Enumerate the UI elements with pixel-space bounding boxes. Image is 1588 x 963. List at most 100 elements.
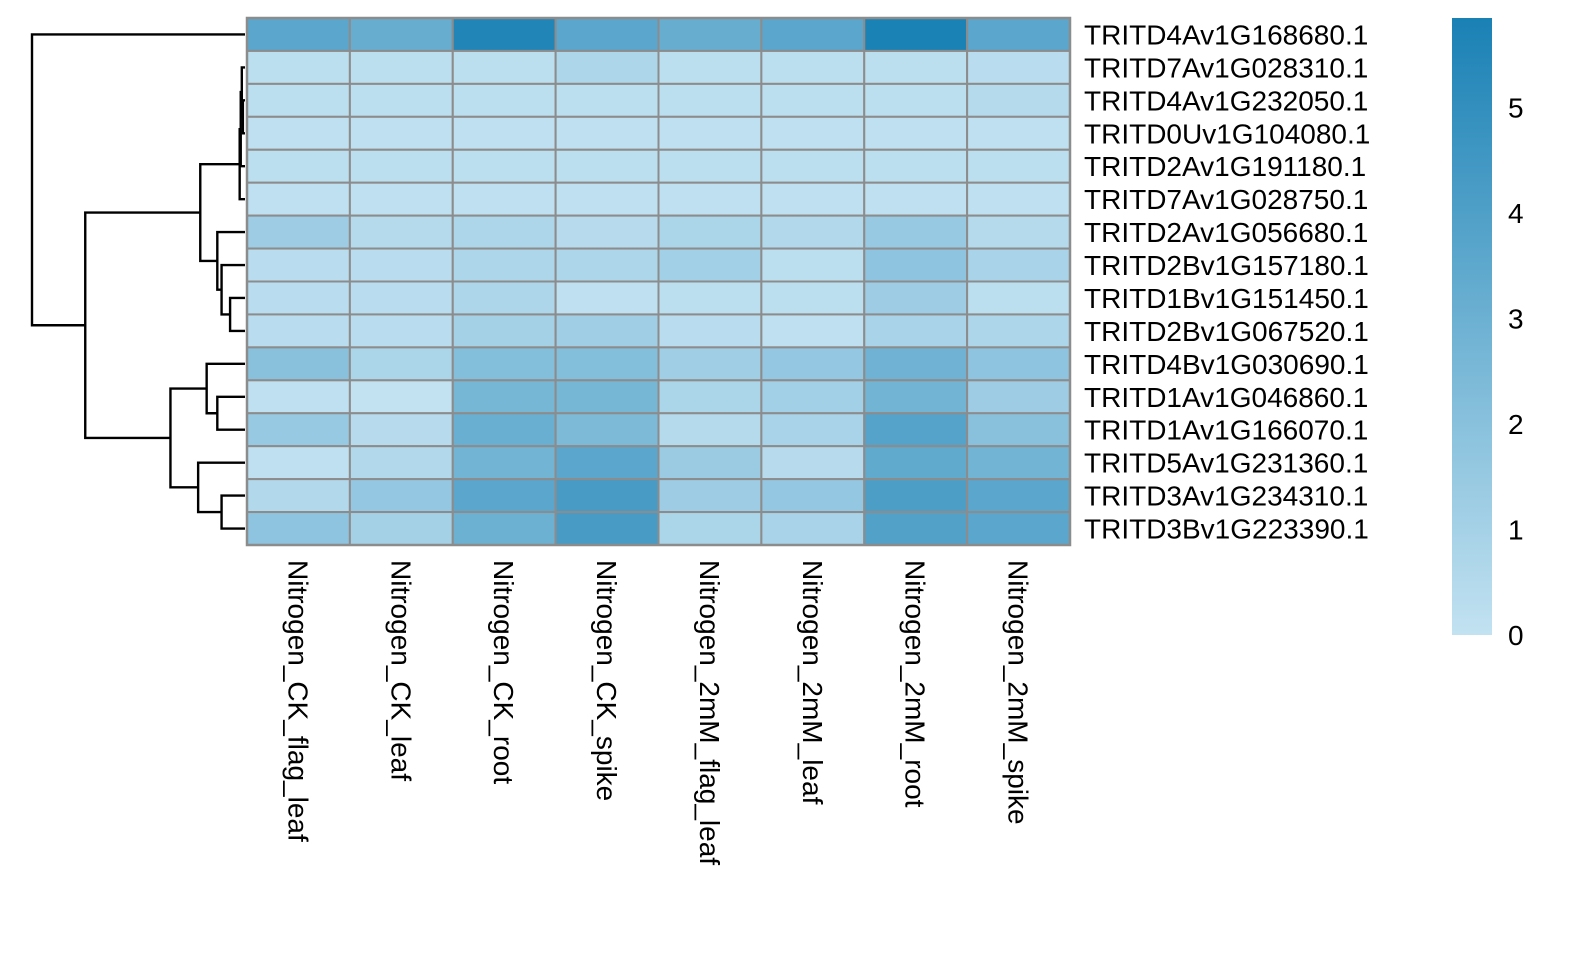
row-label: TRITD3Av1G234310.1	[1084, 481, 1368, 512]
dendrogram-branch	[220, 494, 245, 530]
heatmap-cell	[554, 247, 660, 283]
heatmap-cell	[657, 17, 763, 52]
heatmap-cell	[246, 49, 351, 85]
heatmap-cell	[348, 379, 454, 415]
heatmap-cell	[348, 247, 454, 283]
heatmap-cell	[657, 181, 763, 217]
column-label: Nitrogen_2mM_root	[900, 560, 931, 808]
heatmap-cell	[451, 445, 557, 481]
row-label: TRITD2Av1G056680.1	[1084, 217, 1368, 248]
heatmap-cell	[451, 17, 557, 52]
heatmap-cell	[760, 82, 866, 118]
dendrogram-branch	[241, 99, 245, 135]
row-labels: TRITD4Av1G168680.1TRITD7Av1G028310.1TRIT…	[1084, 19, 1370, 544]
heatmap-cell	[554, 115, 660, 151]
heatmap-cell	[348, 49, 454, 85]
heatmap-cell	[657, 280, 763, 316]
heatmap-cell	[246, 148, 351, 184]
dendrogram-branch	[30, 33, 245, 327]
heatmap-cell	[657, 115, 763, 151]
column-labels: Nitrogen_CK_flag_leaf Nitrogen_CK_leaf Nit…	[282, 560, 1033, 865]
heatmap-cell	[246, 346, 351, 382]
heatmap-cell	[760, 49, 866, 85]
heatmap-cell	[966, 82, 1071, 118]
heatmap-cell	[657, 412, 763, 448]
heatmap-cell	[760, 478, 866, 514]
heatmap-cell	[863, 412, 969, 448]
heatmap-cell	[863, 478, 969, 514]
heatmap-cell	[966, 445, 1071, 481]
heatmap-cell	[246, 412, 351, 448]
row-label: TRITD4Bv1G030690.1	[1084, 349, 1369, 380]
column-label: Nitrogen_2mM_flag_leaf	[694, 560, 725, 865]
heatmap-cell	[554, 379, 660, 415]
heatmap-cell	[554, 280, 660, 316]
heatmap-cell	[451, 346, 557, 382]
heatmap-cell	[246, 445, 351, 481]
heatmap-cell	[760, 379, 866, 415]
heatmap-cell	[760, 214, 866, 250]
heatmap-cell	[451, 280, 557, 316]
heatmap-cell	[348, 280, 454, 316]
heatmap-cell	[760, 346, 866, 382]
heatmap-cell	[451, 511, 557, 546]
heatmap-cell	[657, 49, 763, 85]
heatmap-cell	[657, 379, 763, 415]
heatmap-cell	[348, 82, 454, 118]
dendrogram-branch	[228, 296, 245, 333]
heatmap-cell	[554, 445, 660, 481]
heatmap-cell	[863, 511, 969, 546]
heatmap-cell	[554, 82, 660, 118]
row-label: TRITD2Bv1G067520.1	[1084, 316, 1369, 347]
heatmap-cell	[760, 148, 866, 184]
row-label: TRITD4Av1G168680.1	[1084, 19, 1368, 50]
heatmap-cell	[348, 346, 454, 382]
row-label: TRITD1Av1G166070.1	[1084, 415, 1368, 446]
heatmap-cell	[451, 82, 557, 118]
dendrogram-branch	[169, 387, 207, 489]
heatmap-cell	[966, 379, 1071, 415]
heatmap-cell	[760, 247, 866, 283]
heatmap-cell	[863, 115, 969, 151]
heatmap-cell	[760, 181, 866, 217]
heatmap-cell	[863, 379, 969, 415]
heatmap-cell	[657, 445, 763, 481]
heatmap-cell	[657, 247, 763, 283]
row-label: TRITD1Bv1G151450.1	[1084, 283, 1369, 314]
column-label: Nitrogen_2mM_spike	[1003, 560, 1034, 825]
row-label: TRITD7Av1G028750.1	[1084, 184, 1368, 215]
heatmap-cell	[451, 379, 557, 415]
colorbar-tick-label: 4	[1508, 198, 1524, 229]
row-label: TRITD0Uv1G104080.1	[1084, 118, 1370, 149]
heatmap-cell	[348, 412, 454, 448]
heatmap-cell	[554, 346, 660, 382]
heatmap-cell	[863, 280, 969, 316]
heatmap-cell	[657, 478, 763, 514]
column-label: Nitrogen_CK_leaf	[385, 560, 416, 781]
heatmap-cells	[245, 16, 1072, 547]
heatmap-cell	[863, 247, 969, 283]
heatmap-cell	[348, 478, 454, 514]
heatmap-cell	[554, 313, 660, 349]
row-label: TRITD2Av1G191180.1	[1084, 151, 1366, 182]
colorbar-tick-label: 2	[1508, 409, 1524, 440]
heatmap-cell	[966, 280, 1071, 316]
heatmap-cell	[966, 214, 1071, 250]
heatmap-cell	[451, 49, 557, 85]
heatmap-cell	[246, 379, 351, 415]
heatmap-cell	[348, 313, 454, 349]
column-label: Nitrogen_2mM_leaf	[797, 560, 828, 805]
heatmap-cell	[554, 17, 660, 52]
heatmap-cell	[246, 17, 351, 52]
heatmap-cell	[966, 247, 1071, 283]
dendrogram-branch	[84, 211, 201, 440]
heatmap-cell	[863, 17, 969, 52]
heatmap-cell	[863, 214, 969, 250]
heatmap-cell	[451, 478, 557, 514]
heatmap-cell	[863, 82, 969, 118]
row-label: TRITD4Av1G232050.1	[1084, 85, 1368, 116]
heatmap-cell	[760, 115, 866, 151]
heatmap-cell	[863, 445, 969, 481]
